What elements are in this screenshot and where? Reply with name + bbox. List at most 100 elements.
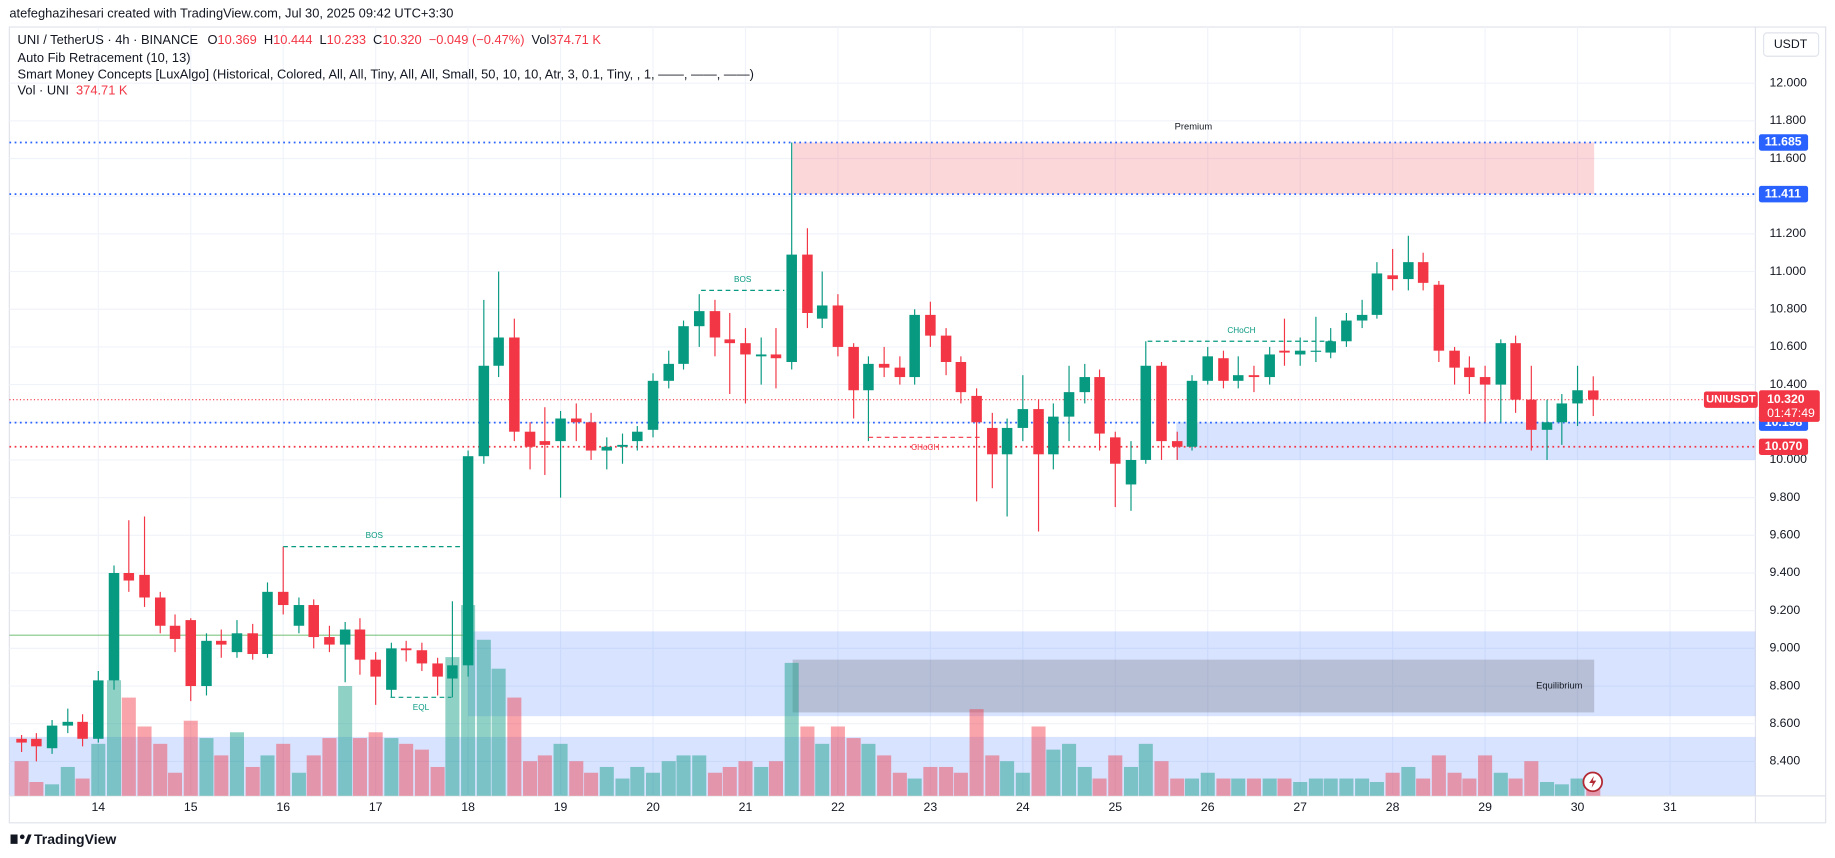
candle-body: [462, 456, 474, 666]
x-tick-label: 19: [554, 800, 568, 814]
level-tag: [1758, 134, 1809, 151]
candle-body: [1063, 392, 1075, 417]
volume-bar: [260, 755, 275, 796]
indicator[interactable]: Smart Money Concepts [LuxAlgo] (Historic…: [18, 66, 754, 81]
candle-body: [1433, 284, 1445, 351]
volume-bar: [599, 766, 614, 796]
volume-bar: [615, 778, 630, 796]
candle-body: [1094, 377, 1105, 434]
volume-bar: [507, 697, 522, 796]
candle-body: [1449, 350, 1460, 368]
zone-label: Premium: [1175, 122, 1213, 132]
candle-body: [1202, 356, 1213, 381]
candle-body: [1218, 358, 1229, 381]
candle-body: [1248, 375, 1260, 378]
structure-label: CHoCH: [1227, 326, 1255, 335]
x-tick-label: 17: [369, 800, 383, 814]
candle-body: [354, 629, 366, 660]
zone-label: Equilibrium: [1536, 681, 1582, 691]
x-tick-label: 14: [91, 800, 105, 814]
candle-body: [1048, 416, 1059, 455]
l: 10.233: [327, 32, 366, 47]
volume-bar: [815, 743, 830, 796]
volume-bar: [322, 738, 337, 796]
y-tick-label: 8.400: [1769, 754, 1800, 768]
candle-body: [154, 597, 166, 626]
y-tick-label: 11.200: [1769, 226, 1806, 240]
candle-body: [62, 721, 74, 726]
currency-button[interactable]: [1763, 32, 1820, 57]
volume-bar: [969, 709, 984, 796]
zone: [9, 736, 1756, 796]
symbol-tag: [1703, 391, 1758, 408]
indicator[interactable]: Auto Fib Retracement (10, 13): [18, 50, 191, 65]
candle-body: [832, 305, 844, 347]
level-label: 11.685: [1765, 135, 1802, 149]
x-tick-label: 21: [739, 800, 753, 814]
volume-bar: [523, 761, 538, 796]
volume-bar: [414, 749, 429, 796]
volume-bar: [75, 778, 90, 796]
volume-bar: [676, 755, 691, 796]
volume-bar: [1246, 778, 1261, 796]
x-tick-label: 30: [1571, 800, 1585, 814]
candle-body: [324, 637, 335, 645]
candle-body: [93, 680, 104, 739]
volume-bar: [1369, 782, 1384, 796]
volume-bar: [569, 761, 584, 796]
zone: [468, 631, 1756, 717]
volume-bar: [1554, 784, 1569, 796]
symbol: UNI / TetherUS · 4h · BINANCE: [18, 32, 199, 47]
volume-bar: [1355, 778, 1370, 796]
volume-bar: [14, 761, 29, 796]
volume-bar: [445, 657, 460, 796]
x-tick-label: 15: [184, 800, 198, 814]
candle-body: [169, 625, 181, 639]
candle-body: [1186, 380, 1198, 447]
candle-body: [509, 337, 520, 432]
candle-body: [1556, 403, 1568, 423]
y-tick-label: 9.000: [1769, 641, 1800, 655]
vol-legend[interactable]: Vol · UNI 374.71 K: [18, 83, 128, 98]
volume-bar: [1262, 778, 1277, 796]
y-tick-label: 9.800: [1769, 490, 1800, 504]
volume-bar: [1216, 778, 1231, 796]
volume-bar: [399, 743, 414, 796]
x-tick-label: 16: [276, 800, 290, 814]
candle-body: [1171, 441, 1183, 447]
x-tick-label: 22: [831, 800, 845, 814]
level-tag: [1758, 438, 1809, 455]
o: 10.369: [217, 32, 256, 47]
y-tick-label: 10.600: [1769, 339, 1807, 353]
grid: [9, 27, 1756, 796]
candle-body: [262, 591, 273, 655]
volume-bar: [1385, 772, 1400, 796]
candle-body: [370, 659, 381, 677]
logo-mark: [10, 834, 18, 844]
volume-bar: [630, 766, 645, 796]
structure-label: BOS: [366, 531, 384, 540]
candle-body: [493, 337, 504, 366]
candle-body: [400, 648, 412, 651]
volume-bar: [276, 743, 291, 796]
zone: [792, 142, 1595, 195]
volume-bar: [1524, 761, 1539, 796]
candle-body: [1001, 427, 1013, 455]
volume-bar: [60, 766, 75, 796]
structure-label: CHoCH: [911, 443, 939, 452]
candle-body: [1110, 437, 1121, 464]
candle-body: [1479, 377, 1491, 385]
volume-bar: [214, 755, 229, 796]
volume-bar: [245, 766, 260, 796]
candle-body: [247, 633, 258, 655]
volume-bar: [738, 761, 753, 796]
volume-bar: [45, 784, 60, 796]
volume-bar: [1000, 761, 1015, 796]
candle-body: [1125, 459, 1137, 485]
volume-bar: [1170, 778, 1185, 796]
candle-body: [231, 633, 243, 653]
volume-bar: [907, 778, 922, 796]
volume-bar: [1339, 778, 1354, 796]
candle-body: [1510, 343, 1521, 400]
level-label: 10.070: [1765, 439, 1803, 453]
